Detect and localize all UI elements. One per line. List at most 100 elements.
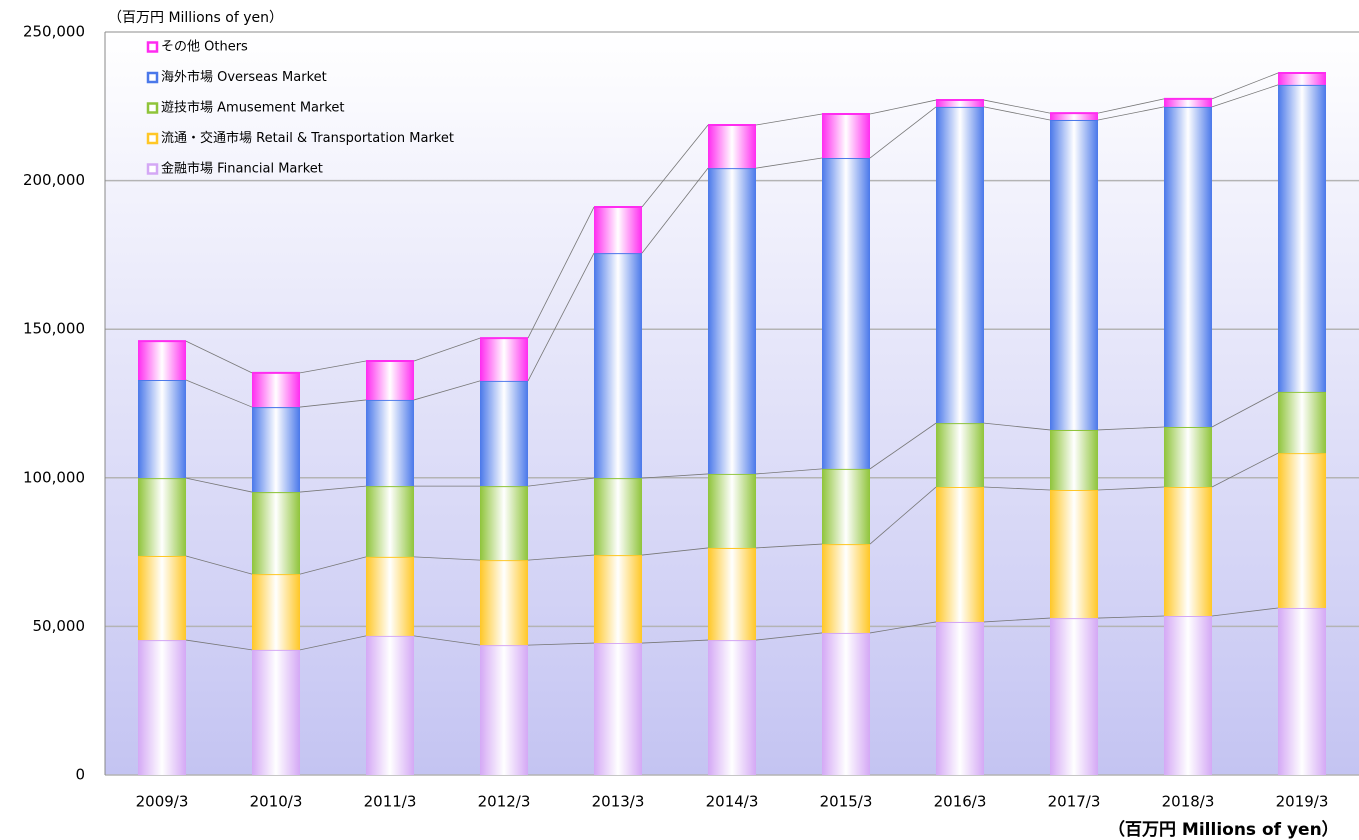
connector [1097,486,1165,491]
connector [755,113,823,126]
unit-label-bottom: （百万円 Millions of yen） [1108,819,1339,840]
bar-segment [480,338,528,381]
bar-segment [252,492,300,575]
bar-segment [480,486,528,561]
bar-segment [366,486,414,557]
connector [185,639,253,651]
connector [527,252,595,382]
connector [527,554,595,561]
connector [869,106,937,159]
bar-segment [366,361,414,400]
connector [413,635,481,646]
connector [185,340,253,374]
bar-segment [822,158,870,469]
y-tick-label: 0 [75,766,85,784]
connector [527,642,595,646]
connector [641,124,709,208]
x-tick-label: 2012/3 [478,793,531,811]
bar-segment [822,544,870,633]
bar-segment [1278,73,1326,85]
connector [755,632,823,641]
connector [755,468,823,475]
x-tick-label: 2010/3 [250,793,303,811]
connector [413,337,481,362]
connector [299,360,367,374]
connector [299,485,367,493]
bar-segment [1164,487,1212,616]
legend-swatch [146,41,159,53]
connector [869,621,937,634]
x-tick-label: 2009/3 [136,793,189,811]
bar-segment [1050,119,1098,430]
bar-segment [822,468,870,545]
unit-label: （百万円 Millions of yen） [108,10,283,26]
connector [755,543,823,549]
bar-segment [138,640,186,775]
bar-segment [594,478,642,556]
connector [869,422,937,470]
bar-segment [708,125,756,169]
x-tick-label: 2017/3 [1048,793,1101,811]
bar-segment [936,487,984,622]
x-tick-label: 2018/3 [1162,793,1215,811]
connector [413,380,481,401]
bar-segment [708,473,756,548]
connector [299,635,367,651]
bar-segment [480,645,528,775]
x-tick-label: 2016/3 [934,793,987,811]
bar-segment [822,114,870,159]
connector [1097,426,1165,431]
connector [185,379,253,408]
y-tick-label: 50,000 [33,617,86,635]
connector [755,157,823,169]
connector [185,555,253,575]
legend-label: 遊技市場 Amusement Market [161,100,345,116]
connector [1211,84,1279,108]
bar-segment [1278,453,1326,608]
bar-segment [708,640,756,775]
bar-segment [594,555,642,644]
bar-segment [1164,106,1212,427]
y-tick-label: 150,000 [23,320,85,338]
connector [641,473,709,479]
bar-segment [1164,615,1212,775]
bar-segment [366,399,414,487]
bar-segment [480,380,528,487]
bar-segment [366,556,414,636]
bar-segment [1278,84,1326,392]
legend-label: 海外市場 Overseas Market [161,69,327,85]
bar-segment [252,574,300,650]
bar-segment [822,632,870,775]
connector [983,422,1051,431]
bar-segment [708,168,756,474]
connector [869,99,937,115]
connector [1097,615,1165,619]
bar-segment [480,560,528,646]
bar-segment [1278,391,1326,454]
bar-segment [1164,426,1212,488]
bar-segment [936,100,984,107]
x-tick-label: 2011/3 [364,793,417,811]
bar-segment [138,341,186,381]
connector [983,486,1051,491]
bar-segment [252,407,300,493]
connector [413,556,481,561]
bar-segment [936,621,984,775]
bar-segment [594,207,642,254]
connector [641,167,709,254]
legend-label: 金融市場 Financial Market [161,161,323,177]
connector [1211,607,1279,617]
bar-segment [1278,607,1326,775]
bar-segment [1050,618,1098,775]
connector [299,399,367,408]
x-tick-label: 2015/3 [820,793,873,811]
connector [983,617,1051,623]
y-tick-label: 250,000 [23,23,85,41]
connector [1211,452,1279,488]
bar-segment [594,643,642,775]
x-tick-label: 2013/3 [592,793,645,811]
bar-segment [366,635,414,775]
bar-segment [1050,113,1098,120]
connector [1211,72,1279,100]
